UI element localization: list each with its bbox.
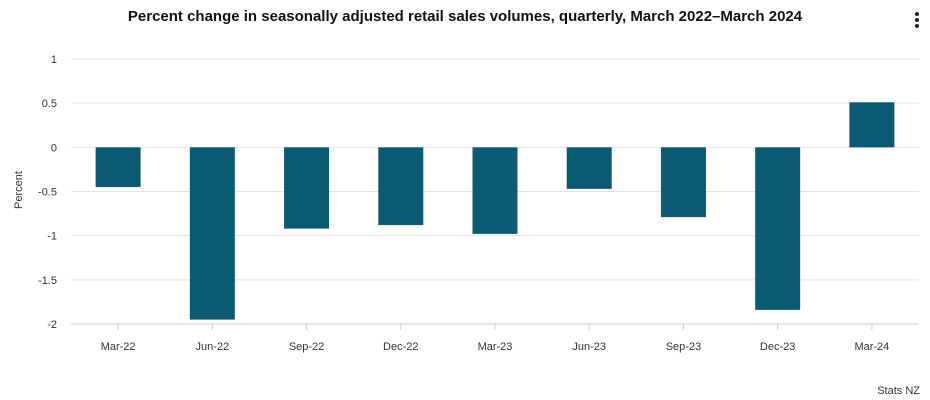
x-tick-label: Dec-23 bbox=[760, 341, 795, 353]
bar-dec-23[interactable] bbox=[755, 147, 800, 310]
bar-sep-22[interactable] bbox=[284, 147, 329, 228]
bars bbox=[96, 102, 895, 319]
y-tick-label: -2 bbox=[47, 319, 57, 331]
bar-mar-24[interactable] bbox=[849, 102, 894, 147]
y-tick-label: 0 bbox=[51, 142, 57, 154]
x-tick-label: Jun-22 bbox=[196, 341, 230, 353]
chart-plot: 1 0.5 0 -0.5 -1 -1.5 -2 Mar-22 Jun-22 Sep-22 Dec-… bbox=[0, 0, 930, 400]
chart-credit: Stats NZ bbox=[877, 385, 920, 397]
x-tick-label: Mar-24 bbox=[854, 341, 889, 353]
x-tick-label: Mar-23 bbox=[478, 341, 513, 353]
y-tick-label: 0.5 bbox=[42, 98, 57, 110]
x-axis: Mar-22 Jun-22 Sep-22 Dec-22 Mar-23 Jun-23 Sep-… bbox=[71, 324, 919, 353]
bar-mar-22[interactable] bbox=[96, 147, 141, 187]
y-tick-label: 1 bbox=[51, 54, 57, 66]
x-tick-label: Sep-22 bbox=[289, 341, 324, 353]
y-tick-labels: 1 0.5 0 -0.5 -1 -1.5 -2 bbox=[38, 54, 57, 331]
x-tick-label: Jun-23 bbox=[572, 341, 606, 353]
bar-dec-22[interactable] bbox=[378, 147, 423, 225]
bar-jun-22[interactable] bbox=[190, 147, 235, 319]
x-tick-label: Dec-22 bbox=[383, 341, 418, 353]
bar-jun-23[interactable] bbox=[567, 147, 612, 189]
x-tick-label: Sep-23 bbox=[666, 341, 701, 353]
y-tick-label: -1.5 bbox=[38, 275, 57, 287]
x-tick-label: Mar-22 bbox=[101, 341, 136, 353]
y-axis-label: Percent bbox=[13, 171, 25, 209]
bar-mar-23[interactable] bbox=[473, 147, 518, 234]
bar-sep-23[interactable] bbox=[661, 147, 706, 217]
y-tick-label: -0.5 bbox=[38, 187, 57, 199]
y-tick-label: -1 bbox=[47, 231, 57, 243]
